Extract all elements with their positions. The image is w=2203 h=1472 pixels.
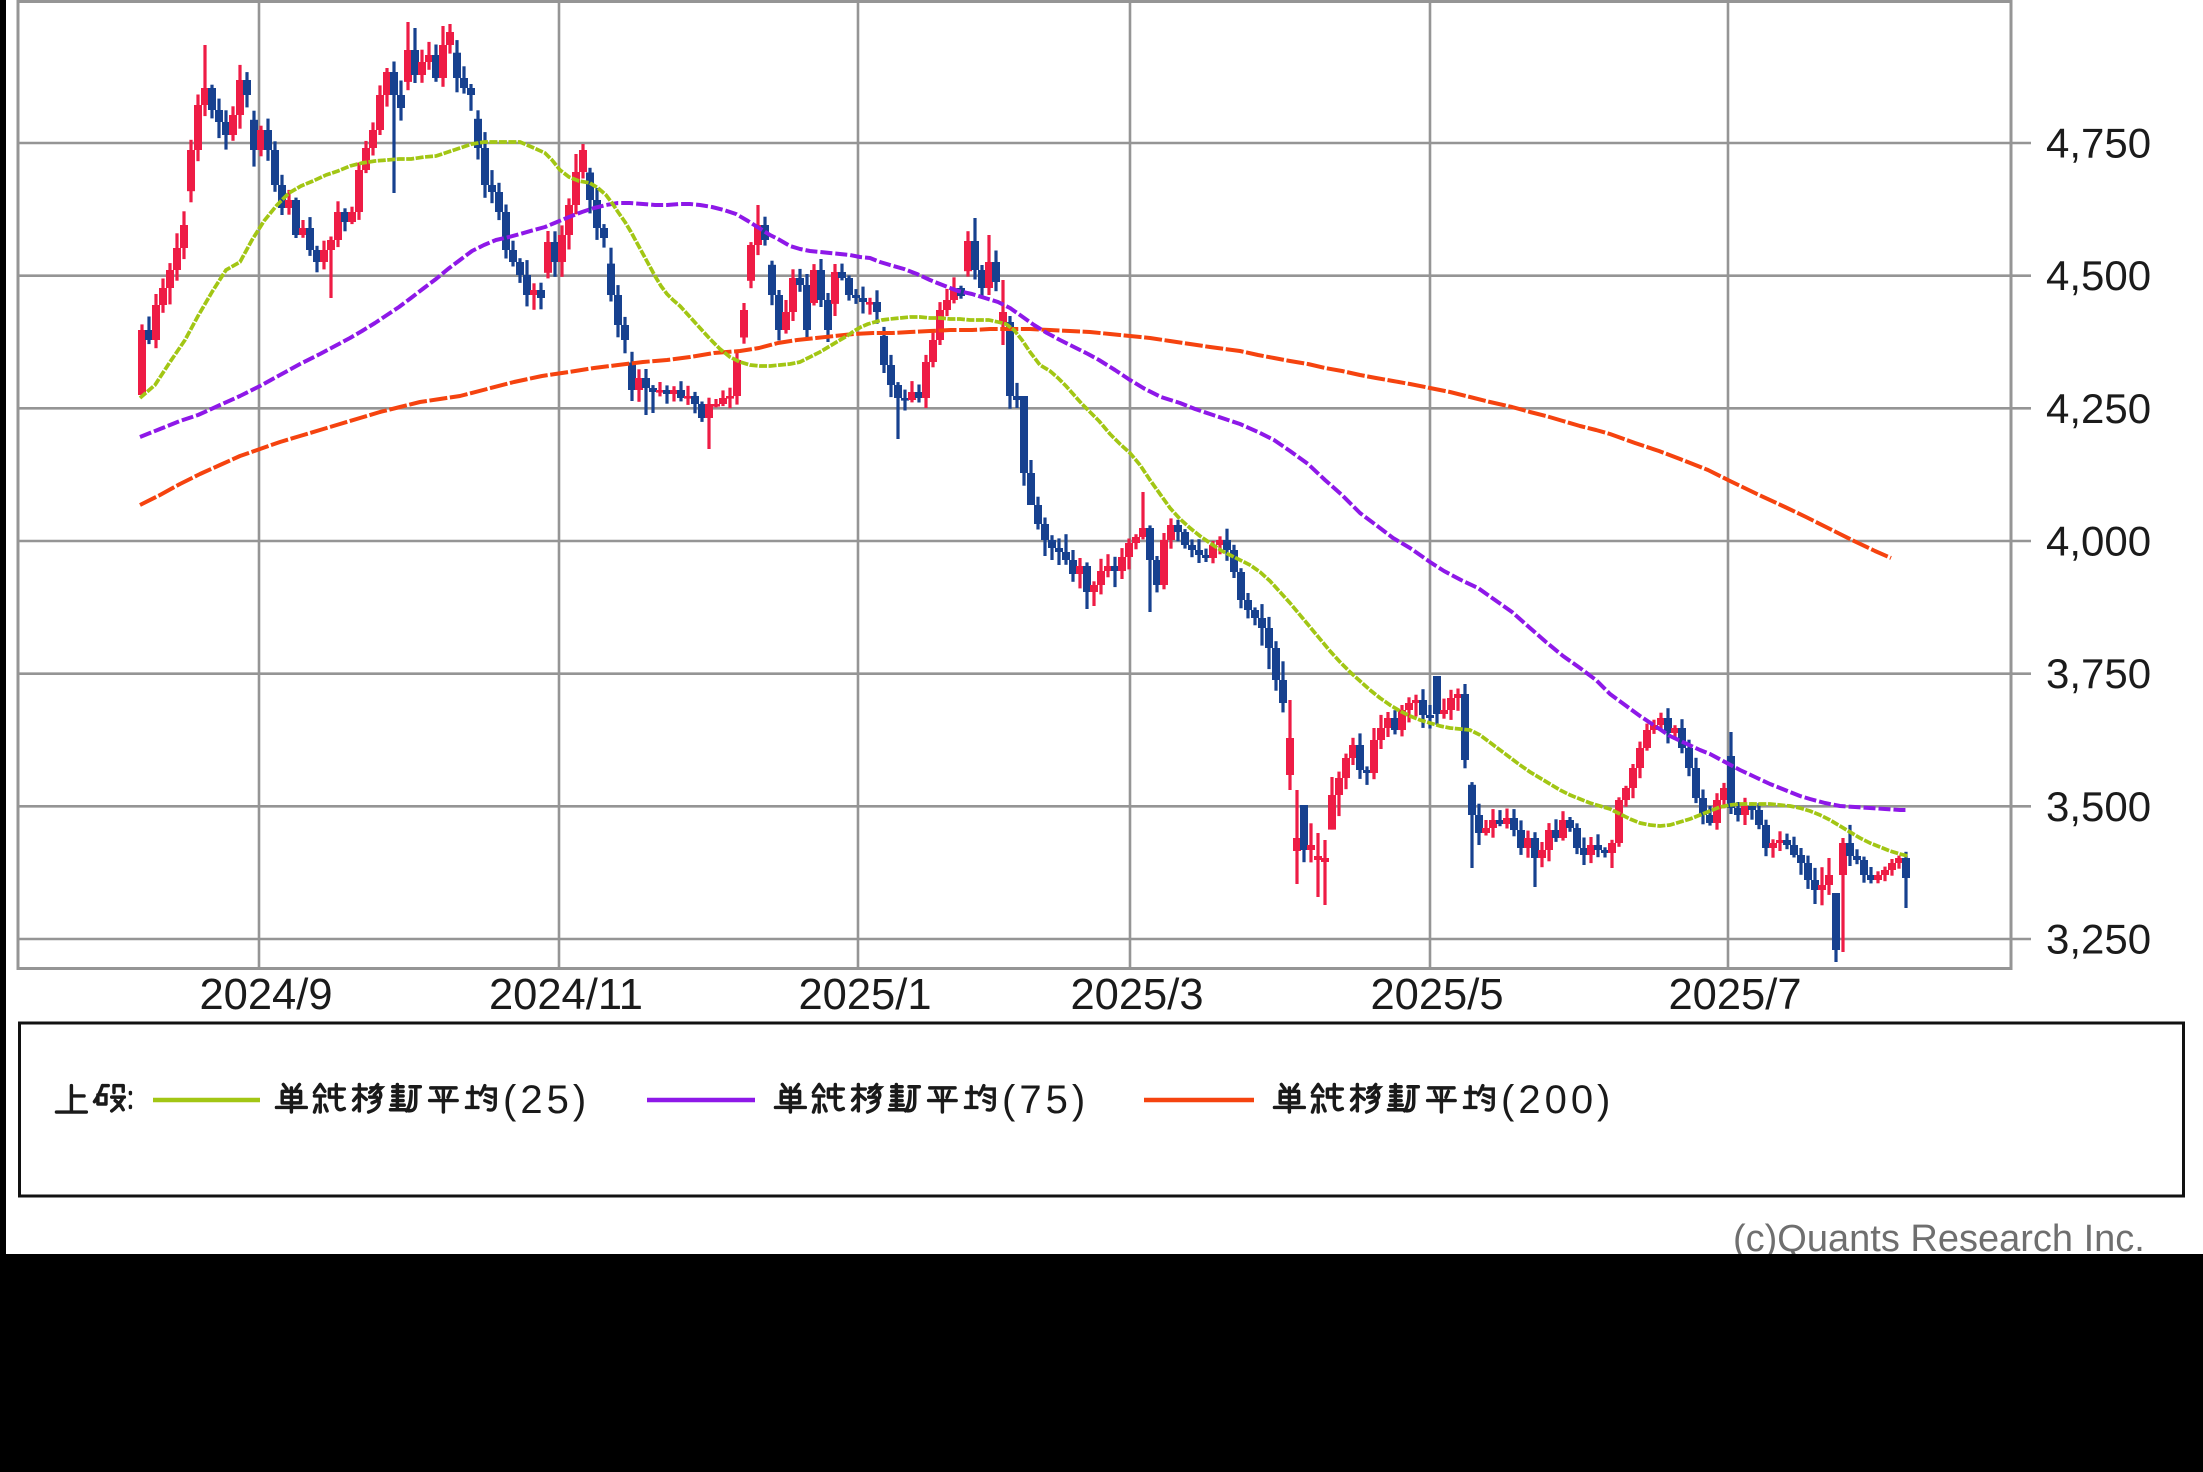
svg-text:4,000: 4,000 — [2046, 518, 2151, 565]
svg-text:4,500: 4,500 — [2046, 252, 2151, 299]
svg-text:2025/1: 2025/1 — [798, 971, 931, 1019]
svg-text:3,750: 3,750 — [2046, 650, 2151, 697]
svg-text:3,250: 3,250 — [2046, 916, 2151, 963]
svg-text:4,750: 4,750 — [2046, 120, 2151, 167]
svg-text:2024/9: 2024/9 — [199, 971, 332, 1019]
svg-text:3,500: 3,500 — [2046, 783, 2151, 830]
svg-text:(75): (75) — [1002, 1078, 1089, 1122]
svg-text:4,250: 4,250 — [2046, 385, 2151, 432]
svg-text:2025/7: 2025/7 — [1668, 971, 1801, 1019]
svg-text:(c)Quants Research Inc.: (c)Quants Research Inc. — [1733, 1218, 2145, 1260]
svg-text:(25): (25) — [503, 1078, 590, 1122]
svg-text:2025/3: 2025/3 — [1070, 971, 1203, 1019]
svg-text:(200): (200) — [1501, 1078, 1614, 1122]
svg-text:2025/5: 2025/5 — [1370, 971, 1503, 1019]
svg-text:2024/11: 2024/11 — [489, 971, 643, 1019]
